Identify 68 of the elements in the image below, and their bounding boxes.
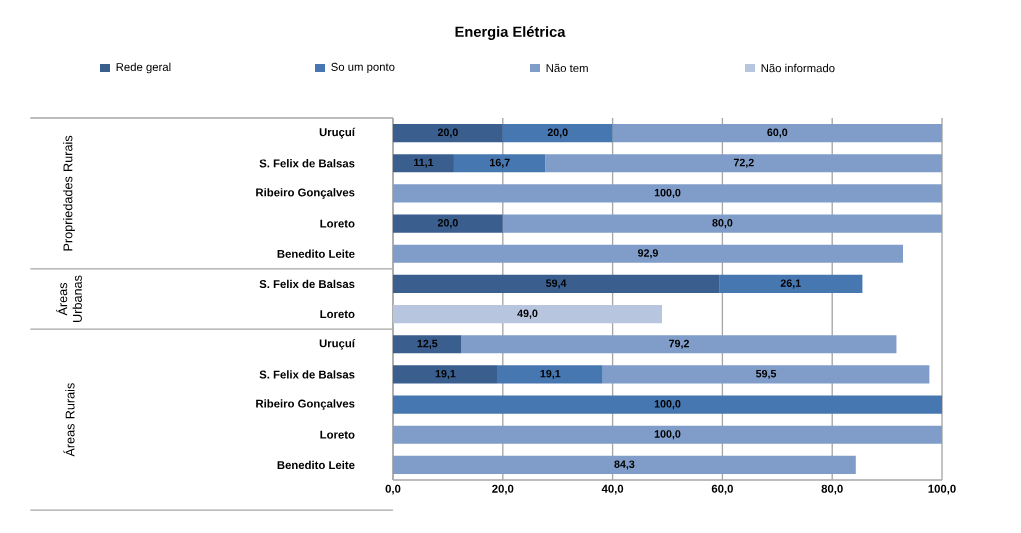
bar — [393, 335, 462, 354]
x-tick-label: 100,0 — [928, 484, 956, 495]
y-tick-label: Loreto — [320, 219, 355, 228]
y-tick-label: S. Felix de Balsas — [259, 159, 355, 168]
bar — [393, 154, 454, 173]
bar — [393, 365, 498, 384]
bar — [393, 184, 942, 203]
data-label: 60,0 — [767, 128, 788, 138]
chart-title: Energia Elétrica — [455, 26, 566, 40]
data-label: 79,2 — [669, 339, 689, 349]
bar — [502, 124, 613, 143]
x-tick-label: 60,0 — [711, 484, 733, 495]
text: Áreas Urbanas — [56, 275, 82, 322]
bar — [393, 244, 904, 263]
bar — [393, 305, 663, 324]
data-label: 59,4 — [546, 279, 567, 289]
y-tick-label: Ribeiro Gonçalves — [256, 399, 355, 410]
data-label: 11,1 — [414, 158, 434, 168]
y-tick-label: Benedito Leite — [277, 460, 355, 470]
bar — [393, 124, 503, 143]
legend-label: Não tem — [546, 63, 588, 73]
bar — [719, 274, 863, 293]
data-label: 100,0 — [654, 188, 681, 198]
legend-label: Rede geral — [116, 62, 171, 74]
legend-label: Não informado — [761, 63, 835, 73]
y-tick-label: Uruçuí — [319, 338, 356, 350]
data-label: 59,5 — [756, 369, 777, 379]
data-label: 20,0 — [437, 219, 458, 229]
y-tick-label: Loreto — [320, 430, 355, 439]
data-label: 84,3 — [614, 460, 635, 470]
y-tick-label: Benedito Leite — [277, 249, 355, 258]
data-label: 19,1 — [540, 369, 561, 379]
text: Áreas Rurais — [63, 383, 75, 457]
x-tick-label: 20,0 — [492, 484, 514, 495]
data-label: 72,2 — [733, 158, 754, 168]
bar — [393, 395, 942, 414]
legend-label: So um ponto — [331, 62, 395, 74]
y-tick-label: Uruçuí — [319, 127, 356, 139]
bar — [393, 214, 503, 233]
bar — [497, 365, 603, 384]
x-tick-label: 80,0 — [821, 484, 843, 495]
data-label: 92,9 — [638, 249, 658, 259]
bar — [602, 365, 930, 384]
bar — [393, 425, 942, 444]
bar — [612, 124, 942, 143]
x-tick-label: 40,0 — [601, 484, 624, 495]
bar — [502, 214, 942, 233]
data-label: 20,0 — [437, 128, 458, 138]
data-label: 19,1 — [435, 369, 456, 379]
bar — [545, 154, 942, 173]
text: Propriedades Rurais — [63, 135, 75, 251]
bar — [453, 154, 546, 173]
data-label: 12,5 — [417, 339, 438, 349]
x-tick-label: 0,0 — [385, 484, 401, 495]
y-tick-label: Loreto — [320, 310, 355, 319]
bar — [393, 455, 856, 474]
bar — [393, 274, 720, 293]
y-tick-label: S. Felix de Balsas — [259, 370, 355, 379]
data-label: 49,0 — [517, 309, 538, 319]
data-label: 100,0 — [654, 400, 681, 410]
data-label: 100,0 — [654, 430, 681, 440]
y-tick-label: Ribeiro Gonçalves — [256, 188, 355, 199]
data-label: 80,0 — [712, 219, 733, 229]
data-label: 26,1 — [780, 279, 801, 289]
data-label: 16,7 — [490, 158, 510, 168]
bar — [461, 335, 897, 354]
data-label: 20,0 — [547, 128, 568, 138]
y-tick-label: S. Felix de Balsas — [259, 279, 355, 289]
